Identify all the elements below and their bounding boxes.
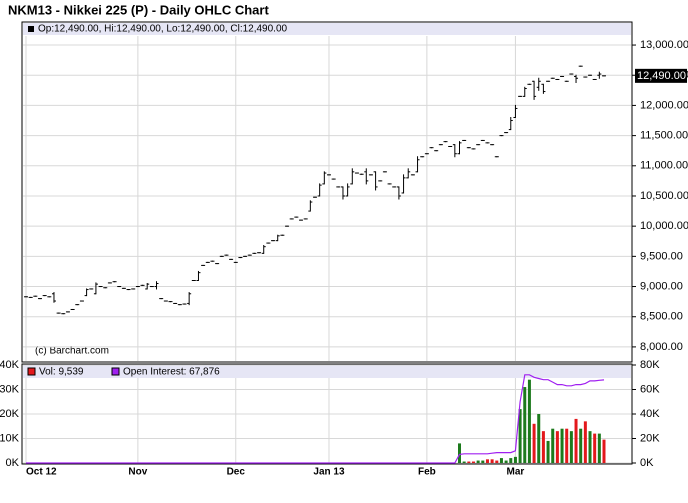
- copyright: (c) Barchart.com: [35, 346, 109, 357]
- y2-tick-label: 20K: [640, 432, 660, 444]
- volume-bar: [560, 428, 564, 463]
- y-tick-label: 10,000.00: [640, 220, 688, 232]
- y-tick-label: 30K: [0, 383, 20, 395]
- y-tick-label: 10K: [0, 432, 20, 444]
- y-tick-label: 9,000.00: [640, 280, 683, 292]
- legend-label: Open Interest: 67,876: [123, 367, 220, 378]
- y-tick-label: 13,000.00: [640, 39, 688, 51]
- y-tick-label: 11,500.00: [640, 130, 688, 142]
- volume-bar: [569, 431, 573, 463]
- volume-bar: [532, 423, 536, 463]
- marks: [24, 65, 606, 464]
- last-price-tag: [635, 68, 687, 83]
- volume-bar: [462, 461, 466, 463]
- volume-bar: [471, 461, 475, 463]
- volume-bar: [504, 460, 508, 463]
- last-price-label: 12,490.00: [637, 70, 686, 82]
- volume-bar: [467, 461, 471, 463]
- y-tick-label: 40K: [0, 359, 20, 371]
- volume-bar: [555, 431, 559, 463]
- volume-bar: [513, 456, 517, 463]
- y-tick-label: 0K: [6, 457, 20, 469]
- y-tick-label: 11,000.00: [640, 160, 688, 172]
- y-tick-label: 9,500.00: [640, 250, 683, 262]
- legend-label: Vol: 9,539: [39, 367, 84, 378]
- x-tick-label: Dec: [227, 467, 246, 478]
- volume-bar: [551, 428, 555, 463]
- y-tick-label: 12,000.00: [640, 99, 688, 111]
- volume-bar: [481, 460, 485, 463]
- volume-bar: [495, 460, 499, 463]
- open-interest-line: [26, 374, 605, 464]
- volume-bar: [458, 443, 461, 463]
- volume-bar: [579, 428, 583, 463]
- legend-swatch: [111, 367, 120, 376]
- x-tick-label: Oct 12: [26, 467, 57, 478]
- volume-bar: [583, 421, 587, 463]
- volume-bar: [523, 387, 527, 463]
- price-panel: [21, 21, 633, 363]
- legend-swatch: [27, 367, 36, 376]
- volume-bar: [565, 428, 569, 463]
- volume-bar: [490, 459, 494, 463]
- y2-tick-label: 40K: [640, 408, 660, 420]
- price-header: [23, 23, 631, 35]
- ohlc-label: Op:12,490.00, Hi:12,490.00, Lo:12,490.00…: [38, 24, 288, 35]
- y2-tick-label: 60K: [640, 383, 660, 395]
- x-tick-label: Jan 13: [313, 467, 345, 478]
- volume-bar: [602, 439, 606, 463]
- y2-tick-label: 80K: [640, 359, 660, 371]
- y-tick-label: 8,500.00: [640, 311, 683, 323]
- volume-bar: [476, 460, 480, 463]
- volume-bar: [541, 431, 545, 463]
- volume-header: [23, 365, 631, 378]
- y2-tick-label: 0K: [640, 457, 654, 469]
- volume-bar: [485, 459, 489, 463]
- volume-bar: [509, 458, 513, 463]
- volume-bar: [499, 458, 503, 463]
- volume-bar: [518, 409, 522, 463]
- x-tick-label: Nov: [128, 467, 147, 478]
- volume-bar: [588, 431, 592, 463]
- legend-swatch: [28, 26, 34, 32]
- volume-bar: [593, 433, 597, 463]
- x-tick-label: Mar: [507, 467, 525, 478]
- x-tick-label: Feb: [418, 467, 436, 478]
- volume-bar: [546, 440, 550, 463]
- volume-bar: [537, 414, 541, 463]
- y-tick-label: 10,500.00: [640, 190, 688, 202]
- volume-bar: [527, 379, 531, 463]
- chart-title: NKM13 - Nikkei 225 (P) - Daily OHLC Char…: [8, 2, 269, 17]
- volume-bar: [574, 418, 578, 463]
- y-tick-label: 8,000.00: [640, 341, 683, 353]
- y-tick-label: 20K: [0, 408, 20, 420]
- volume-bar: [597, 433, 601, 463]
